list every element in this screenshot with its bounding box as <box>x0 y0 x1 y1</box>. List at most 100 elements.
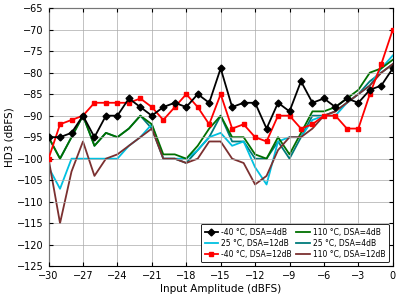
-40 °C, DSA=12dB <box>344 127 349 130</box>
-40 °C, DSA=12dB <box>390 28 395 32</box>
-40 °C, DSA=4dB <box>46 135 51 139</box>
110 °C, DSA=4dB <box>344 97 349 100</box>
25 °C, DSA=12dB <box>241 140 246 143</box>
-40 °C, DSA=4dB <box>126 97 131 100</box>
110 °C, DSA=4dB <box>218 114 223 117</box>
110 °C, DSA=4dB <box>333 105 338 109</box>
25 °C, DSA=4dB <box>276 140 280 143</box>
-40 °C, DSA=12dB <box>241 122 246 126</box>
25 °C, DSA=4dB <box>184 161 189 165</box>
25 °C, DSA=4dB <box>368 80 372 83</box>
-40 °C, DSA=4dB <box>104 114 108 117</box>
110 °C, DSA=4dB <box>195 144 200 148</box>
Line: 110 °C, DSA=12dB: 110 °C, DSA=12dB <box>48 64 393 223</box>
-40 °C, DSA=4dB <box>310 101 315 105</box>
-40 °C, DSA=12dB <box>69 118 74 122</box>
-40 °C, DSA=4dB <box>344 97 349 100</box>
-40 °C, DSA=12dB <box>58 122 62 126</box>
-40 °C, DSA=4dB <box>218 66 223 70</box>
-40 °C, DSA=12dB <box>310 122 315 126</box>
-40 °C, DSA=12dB <box>333 114 338 117</box>
-40 °C, DSA=4dB <box>58 135 62 139</box>
110 °C, DSA=12dB <box>333 110 338 113</box>
110 °C, DSA=12dB <box>264 174 269 178</box>
25 °C, DSA=4dB <box>379 71 384 74</box>
25 °C, DSA=12dB <box>310 118 315 122</box>
110 °C, DSA=12dB <box>207 140 212 143</box>
-40 °C, DSA=4dB <box>368 88 372 92</box>
-40 °C, DSA=4dB <box>161 105 166 109</box>
25 °C, DSA=12dB <box>298 135 303 139</box>
25 °C, DSA=12dB <box>195 148 200 152</box>
110 °C, DSA=4dB <box>390 58 395 62</box>
25 °C, DSA=12dB <box>161 157 166 160</box>
110 °C, DSA=12dB <box>195 157 200 160</box>
25 °C, DSA=12dB <box>390 54 395 57</box>
110 °C, DSA=4dB <box>58 157 62 160</box>
110 °C, DSA=4dB <box>298 131 303 135</box>
25 °C, DSA=12dB <box>276 140 280 143</box>
-40 °C, DSA=4dB <box>80 114 85 117</box>
25 °C, DSA=12dB <box>58 187 62 191</box>
-40 °C, DSA=12dB <box>218 92 223 96</box>
110 °C, DSA=4dB <box>126 127 131 130</box>
-40 °C, DSA=4dB <box>264 127 269 130</box>
25 °C, DSA=4dB <box>344 101 349 105</box>
25 °C, DSA=12dB <box>356 92 361 96</box>
-40 °C, DSA=4dB <box>115 114 120 117</box>
110 °C, DSA=4dB <box>253 153 258 156</box>
-40 °C, DSA=4dB <box>150 114 154 117</box>
25 °C, DSA=12dB <box>287 135 292 139</box>
110 °C, DSA=4dB <box>115 135 120 139</box>
-40 °C, DSA=12dB <box>276 114 280 117</box>
25 °C, DSA=4dB <box>46 135 51 139</box>
25 °C, DSA=12dB <box>344 101 349 105</box>
25 °C, DSA=4dB <box>115 135 120 139</box>
25 °C, DSA=12dB <box>322 114 326 117</box>
110 °C, DSA=4dB <box>207 127 212 130</box>
-40 °C, DSA=4dB <box>390 66 395 70</box>
25 °C, DSA=4dB <box>69 135 74 139</box>
-40 °C, DSA=12dB <box>46 157 51 160</box>
110 °C, DSA=12dB <box>69 170 74 173</box>
-40 °C, DSA=4dB <box>138 105 143 109</box>
25 °C, DSA=12dB <box>264 183 269 186</box>
110 °C, DSA=12dB <box>253 183 258 186</box>
25 °C, DSA=4dB <box>161 157 166 160</box>
25 °C, DSA=4dB <box>104 131 108 135</box>
110 °C, DSA=4dB <box>172 153 177 156</box>
-40 °C, DSA=12dB <box>253 135 258 139</box>
-40 °C, DSA=4dB <box>298 80 303 83</box>
25 °C, DSA=4dB <box>287 157 292 160</box>
110 °C, DSA=12dB <box>368 84 372 87</box>
-40 °C, DSA=4dB <box>184 105 189 109</box>
25 °C, DSA=4dB <box>322 114 326 117</box>
25 °C, DSA=12dB <box>368 84 372 87</box>
-40 °C, DSA=4dB <box>276 101 280 105</box>
25 °C, DSA=4dB <box>310 114 315 117</box>
-40 °C, DSA=4dB <box>241 101 246 105</box>
-40 °C, DSA=12dB <box>104 101 108 105</box>
110 °C, DSA=4dB <box>287 153 292 156</box>
25 °C, DSA=4dB <box>92 144 97 148</box>
-40 °C, DSA=12dB <box>92 101 97 105</box>
110 °C, DSA=12dB <box>115 153 120 156</box>
-40 °C, DSA=4dB <box>92 135 97 139</box>
110 °C, DSA=12dB <box>322 114 326 117</box>
110 °C, DSA=4dB <box>150 122 154 126</box>
110 °C, DSA=4dB <box>184 157 189 160</box>
-40 °C, DSA=12dB <box>379 62 384 66</box>
-40 °C, DSA=12dB <box>80 114 85 117</box>
-40 °C, DSA=4dB <box>253 101 258 105</box>
Y-axis label: HD3 (dBFS): HD3 (dBFS) <box>4 107 14 167</box>
-40 °C, DSA=12dB <box>138 97 143 100</box>
110 °C, DSA=4dB <box>241 135 246 139</box>
Legend: -40 °C, DSA=4dB, 25 °C, DSA=12dB, -40 °C, DSA=12dB, 110 °C, DSA=4dB, 25 °C, DSA=: -40 °C, DSA=4dB, 25 °C, DSA=12dB, -40 °C… <box>201 224 389 262</box>
25 °C, DSA=4dB <box>126 127 131 130</box>
-40 °C, DSA=12dB <box>207 122 212 126</box>
25 °C, DSA=12dB <box>92 157 97 160</box>
25 °C, DSA=12dB <box>207 135 212 139</box>
-40 °C, DSA=12dB <box>287 114 292 117</box>
-40 °C, DSA=12dB <box>322 114 326 117</box>
25 °C, DSA=12dB <box>150 122 154 126</box>
